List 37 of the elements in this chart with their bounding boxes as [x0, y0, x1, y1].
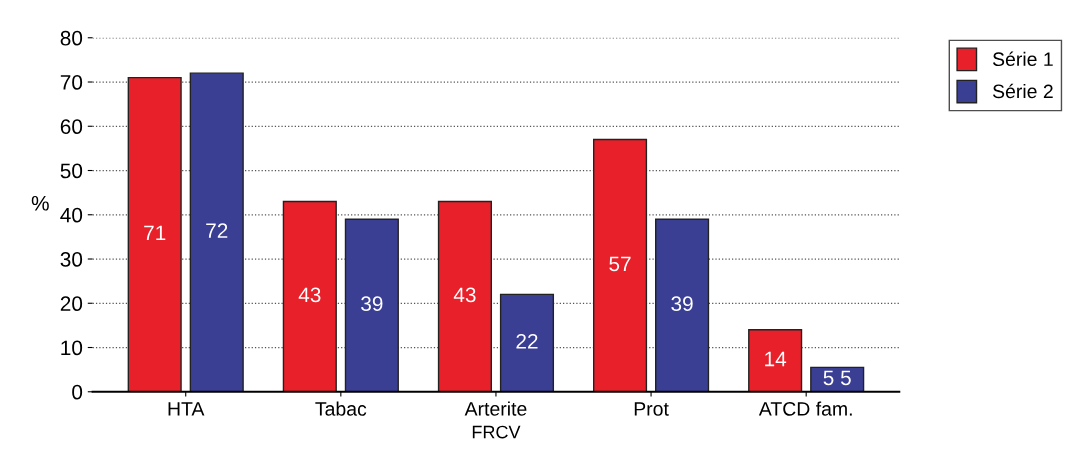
y-tick-label: 30 [60, 252, 83, 267]
x-axis-title: FRCV [472, 425, 521, 439]
y-tick-label: 70 [60, 75, 83, 90]
bar [344, 218, 399, 392]
x-tick-label: HTA [168, 402, 205, 416]
bar [282, 200, 337, 392]
y-tick-label: 0 [72, 384, 83, 400]
data-label: 71 [144, 225, 166, 241]
legend-label: Série 1 [992, 51, 1053, 67]
data-label: 57 [609, 256, 631, 272]
data-label: 39 [671, 296, 693, 312]
x-tick-label: Prot [634, 402, 669, 416]
x-tick-label: ATCD fam. [758, 401, 852, 416]
bar [748, 329, 803, 392]
data-label: 22 [516, 333, 538, 349]
x-tick-label: Arterite [464, 401, 527, 416]
data-label: 14 [765, 351, 787, 367]
x-tick-label: Tabac [315, 401, 367, 416]
legend-label: Série 2 [992, 83, 1053, 99]
bar [437, 200, 492, 392]
y-tick-label: 50 [60, 163, 83, 179]
y-axis-title: % [31, 195, 49, 211]
bar [655, 218, 710, 392]
data-label: 43 [453, 287, 476, 303]
bar [127, 76, 182, 392]
y-tick-label: 20 [60, 296, 83, 312]
data-label: 39 [361, 296, 383, 312]
data-label: 72 [206, 223, 228, 238]
y-tick-label: 10 [61, 340, 83, 356]
y-tick-label: 60 [60, 119, 83, 135]
data-label: 5 5 [823, 370, 851, 386]
bar [499, 293, 555, 392]
bar [592, 138, 648, 392]
bar [189, 72, 244, 392]
data-label: 43 [298, 287, 321, 303]
y-tick-label: 80 [60, 30, 83, 46]
y-tick-label: 40 [60, 207, 83, 223]
